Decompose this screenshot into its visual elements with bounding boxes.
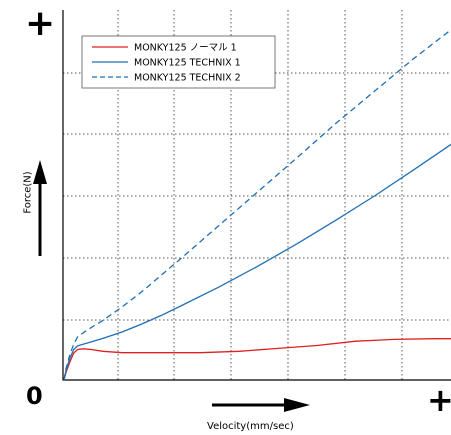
series-line-3 [63, 28, 451, 381]
x-direction-arrowhead [284, 398, 310, 412]
y-direction-arrowhead [33, 160, 47, 184]
axes [62, 10, 451, 381]
y-axis-plus-label: + [25, 3, 56, 44]
direction-arrows [33, 160, 310, 412]
series-line-1 [63, 338, 451, 381]
legend-label-1: MONKY125 ノーマル 1 [134, 43, 237, 54]
x-axis-plus-label: + [427, 381, 451, 419]
legend-label-3: MONKY125 TECHNIX 2 [134, 73, 241, 84]
origin-label: 0 [26, 382, 43, 410]
legend: MONKY125 ノーマル 1 MONKY125 TECHNIX 1 MONKY12… [81, 35, 276, 89]
series-line-2 [63, 143, 451, 381]
x-axis-title: Velocity(mm/sec) [207, 421, 294, 432]
y-axis-title: Force(N) [22, 171, 34, 214]
series-curves [63, 28, 451, 381]
legend-label-2: MONKY125 TECHNIX 1 [134, 58, 241, 69]
